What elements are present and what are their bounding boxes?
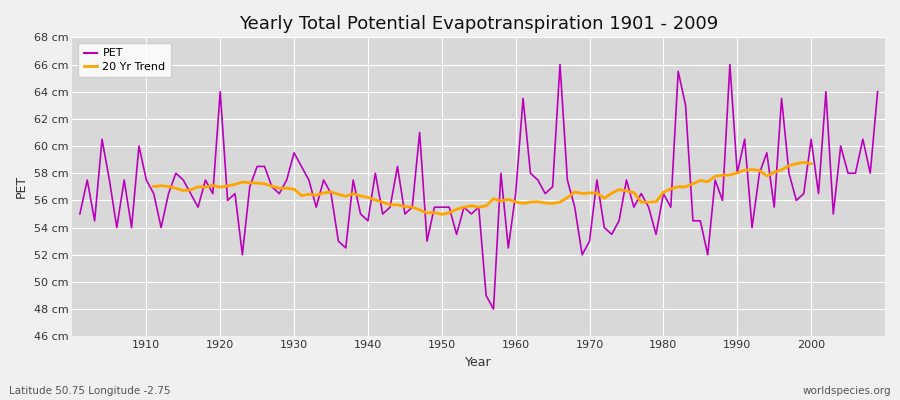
Text: worldspecies.org: worldspecies.org xyxy=(803,386,891,396)
Legend: PET, 20 Yr Trend: PET, 20 Yr Trend xyxy=(78,43,171,77)
Title: Yearly Total Potential Evapotranspiration 1901 - 2009: Yearly Total Potential Evapotranspiratio… xyxy=(239,15,718,33)
Y-axis label: PET: PET xyxy=(15,175,28,198)
Text: Latitude 50.75 Longitude -2.75: Latitude 50.75 Longitude -2.75 xyxy=(9,386,170,396)
X-axis label: Year: Year xyxy=(465,356,492,369)
